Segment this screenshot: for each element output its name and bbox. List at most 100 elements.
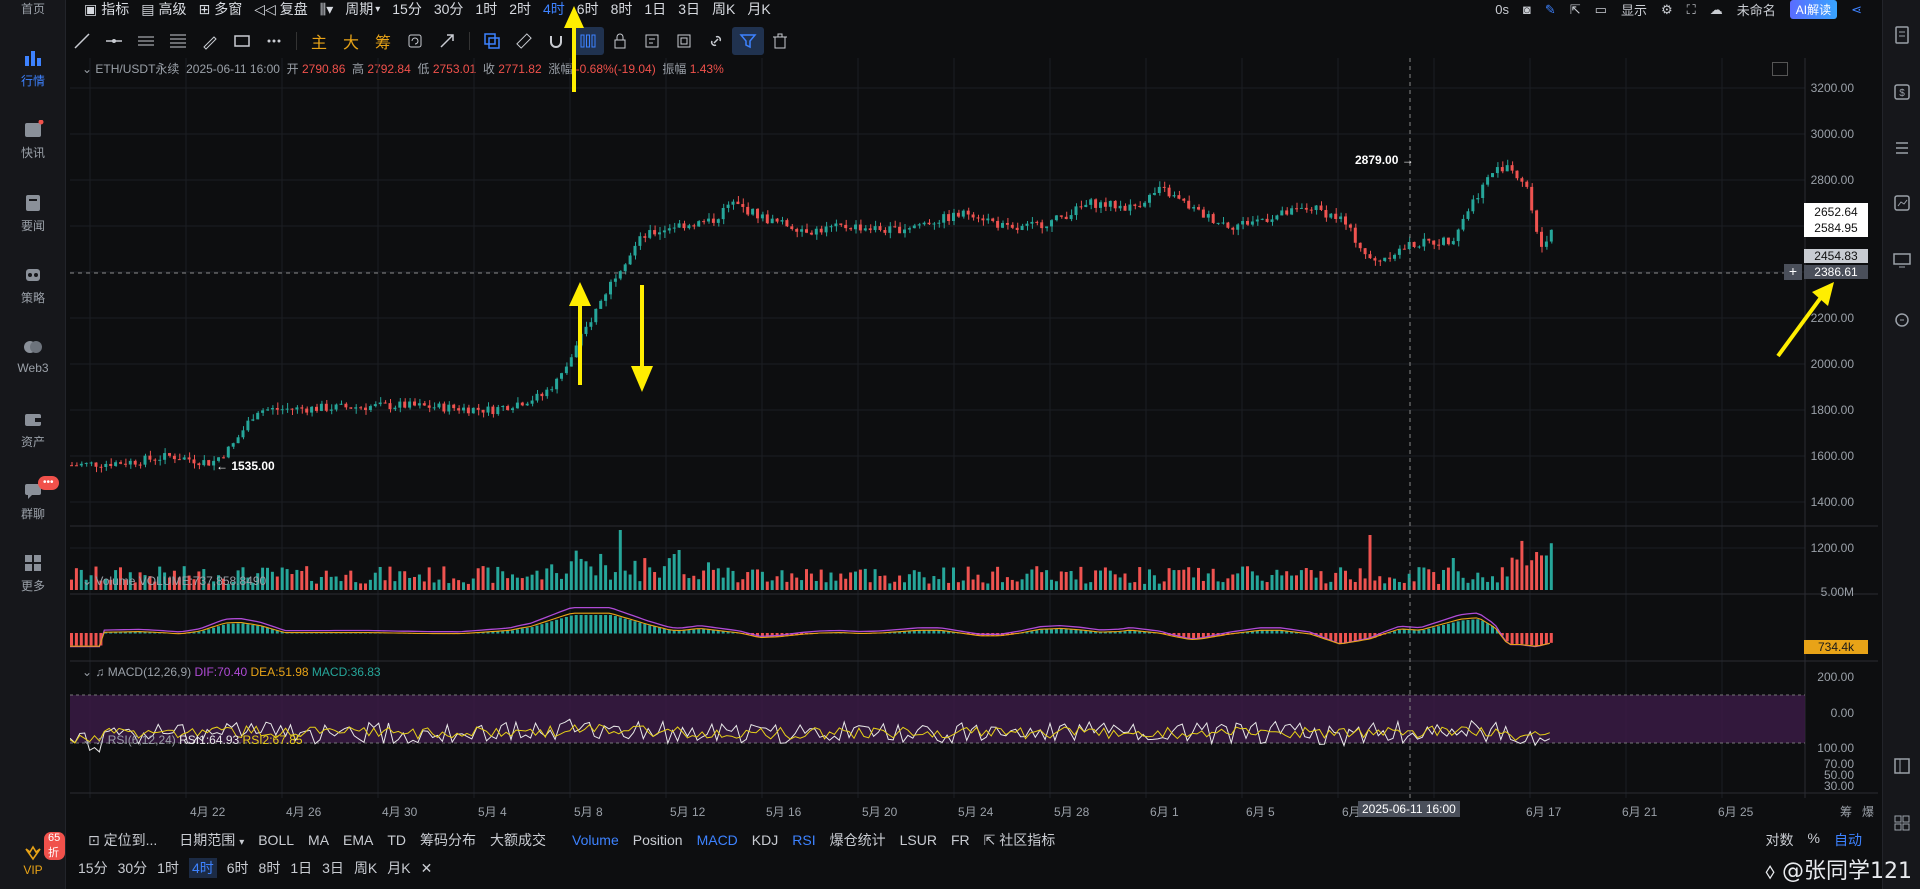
trendline-tool[interactable] [66,27,98,55]
nav-vip[interactable]: VIP [0,843,66,877]
layers-tool[interactable] [668,27,700,55]
nav-strategy[interactable]: 策略 [0,265,66,306]
qp-4h[interactable]: 4时 [188,858,217,878]
indicator-button[interactable]: ▣ 指标 [84,0,129,19]
community-indicator-button[interactable]: ⇱ 社区指标 [984,830,1056,850]
collapse-icon[interactable]: ⌄ [82,733,93,747]
chart-canvas[interactable] [70,58,1878,828]
nav-web3[interactable]: Web3 [0,337,66,375]
sub-volume[interactable]: Volume [572,832,619,848]
period-4h[interactable]: 4时 [543,1,565,17]
export-icon[interactable]: ⇱ [1569,1,1581,17]
qp-1h[interactable]: 1时 [157,860,179,876]
sub-liquidation[interactable]: 爆仓统计 [829,832,886,848]
columns-tool[interactable] [572,27,604,55]
list-icon[interactable] [1892,138,1912,158]
ind-boll[interactable]: BOLL [258,832,295,848]
note-tool[interactable] [636,27,668,55]
sub-macd[interactable]: MACD [696,832,738,848]
brush-tool[interactable] [194,27,226,55]
workspace-name[interactable]: 未命名 [1736,3,1776,18]
period-2h[interactable]: 2时 [509,1,531,17]
sub-kdj[interactable]: KDJ [751,832,779,848]
period-1h[interactable]: 1时 [475,1,498,17]
sub-rsi[interactable]: RSI [792,832,816,848]
period-15m[interactable]: 15分 [392,1,422,17]
period-1d[interactable]: 1日 [644,1,667,17]
sub-fr[interactable]: FR [950,832,970,848]
sub-lsur[interactable]: LSUR [899,832,937,848]
multi-window-button[interactable]: ⊞ 多窗 [198,0,242,19]
bell-icon[interactable]: ♫ [95,665,105,679]
log-scale-toggle[interactable]: 对数 [1765,832,1794,848]
pen-icon[interactable]: ✎ [1544,1,1556,17]
refresh-icon[interactable] [1892,310,1912,330]
ind-large-trade[interactable]: 大额成交 [490,832,547,848]
copy-tool[interactable] [476,27,508,55]
fullscreen-icon[interactable]: ⛶ [1686,1,1696,17]
period-30m[interactable]: 30分 [433,1,464,17]
qp-15m[interactable]: 15分 [78,860,108,876]
bell-icon[interactable]: ♫ [95,733,105,747]
expand-icon[interactable] [1772,62,1788,76]
qp-3d[interactable]: 3日 [322,860,344,876]
ruler-tool[interactable] [508,27,540,55]
close-icon[interactable]: ✕ [420,859,433,876]
collapse-icon[interactable]: ⌄ [82,574,93,588]
replay-button[interactable]: ◁◁ 复盘 [254,0,308,19]
layout-icon[interactable]: ▭ [1594,1,1607,17]
nav-news[interactable]: 快讯 [0,120,66,161]
qp-week[interactable]: 周K [353,860,378,876]
ind-td[interactable]: TD [387,832,407,848]
large-order-toggle[interactable]: 大 [342,35,359,52]
chart-area[interactable]: ⌄ ETH/USDT永续 2025-06-11 16:00 开 2790.86 … [70,58,1878,828]
filter-tool[interactable] [732,27,764,55]
auto-scale-toggle[interactable]: 自动 [1834,832,1862,848]
rect-tool[interactable] [226,27,258,55]
period-3d[interactable]: 3日 [678,1,700,17]
link-tool[interactable] [700,27,732,55]
grid-icon[interactable] [1892,813,1912,833]
ai-interpret-button[interactable]: AI解读 [1789,0,1838,19]
locate-button[interactable]: ⊡ 定位到... [88,830,157,850]
monitor-icon[interactable] [1892,250,1912,270]
share-icon[interactable]: ⋖ [1851,1,1862,17]
period-6h[interactable]: 6时 [576,1,599,17]
chart-window-icon[interactable] [1892,193,1912,213]
qp-8h[interactable]: 8时 [258,860,281,876]
date-range-button[interactable]: 日期范围 ▾ [179,830,244,850]
main-indicator-toggle[interactable]: 主 [310,35,327,52]
period-week[interactable]: 周K [711,1,736,17]
collapse-icon[interactable]: ⌄ [82,62,93,76]
collapse-icon[interactable]: ⌄ [82,665,93,679]
qp-30m[interactable]: 30分 [117,860,148,876]
nav-home[interactable]: 首页 [0,0,66,17]
qp-month[interactable]: 月K [387,860,411,876]
qp-1d[interactable]: 1日 [290,860,313,876]
display-button[interactable]: 显示 [1620,3,1647,18]
nav-market[interactable]: 行情 [0,48,66,89]
percent-toggle[interactable]: % [1807,830,1820,846]
lock-tool[interactable] [604,27,636,55]
panel-icon[interactable] [1892,756,1912,776]
magnet-tool[interactable] [540,27,572,55]
coin-icon[interactable]: $ [1892,82,1912,102]
settings-icon[interactable]: ⚙ [1660,1,1673,17]
ind-ema[interactable]: EMA [343,832,374,848]
delete-tool[interactable] [764,27,796,55]
nav-more[interactable]: 更多 [0,553,66,594]
liquidation-shortcut[interactable]: 爆 [1861,805,1874,819]
nav-chat[interactable]: 群聊 [0,481,66,522]
camera-icon[interactable]: ◙ [1522,2,1531,17]
cross-tool[interactable] [431,27,463,55]
chip-toggle[interactable]: 筹 [374,35,391,52]
ind-chip[interactable]: 筹码分布 [420,832,477,848]
advanced-button[interactable]: ▤ 高级 [141,0,186,19]
chip-shortcut[interactable]: 筹 [1839,805,1852,819]
qp-6h[interactable]: 6时 [226,860,249,876]
hline-tool[interactable] [98,27,130,55]
period-month[interactable]: 月K [747,1,771,17]
nav-wallet[interactable]: 资产 [0,409,66,450]
period-8h[interactable]: 8时 [610,1,633,17]
chart-type-button[interactable]: ⫼▾ [320,1,333,18]
